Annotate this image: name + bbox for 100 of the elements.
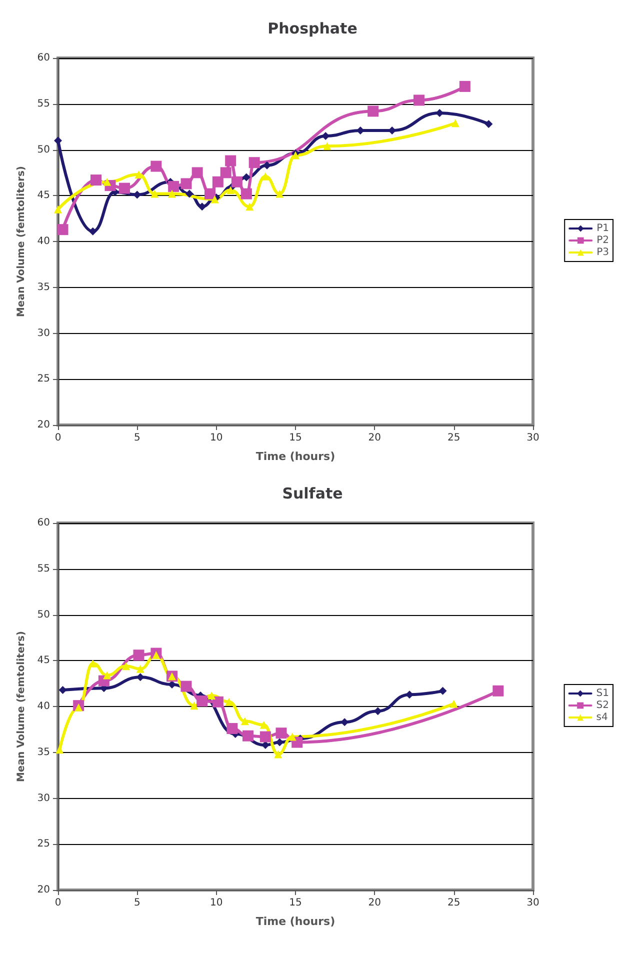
legend-label: s4 [596,712,608,723]
x-axis-title: Time (hours) [256,450,336,463]
y-tick-label: 35 [37,746,50,758]
y-tick-label: 30 [37,792,50,804]
y-tick-label: 45 [37,655,50,666]
point [246,202,254,211]
point [492,685,504,696]
point [168,180,180,192]
point [180,680,192,692]
point [323,142,332,150]
point [484,120,493,128]
legend-label: P3 [596,247,610,258]
point [133,650,144,661]
point [220,167,232,178]
point [103,671,112,680]
point [226,186,235,194]
point [204,188,216,200]
point [276,728,287,739]
point [368,106,379,117]
point [288,732,296,741]
y-axis-title: Mean Volume (femtoliters) [16,630,27,782]
point [136,664,144,673]
point [248,157,260,168]
point [451,119,460,128]
y-tick-label: 20 [37,884,50,896]
point [150,160,162,172]
y-tick-label: 25 [37,838,50,850]
y-tick-label: 60 [37,52,50,64]
point [225,698,233,706]
x-tick-label: 0 [54,432,62,444]
point [90,174,102,186]
point [231,176,242,188]
point [414,94,424,106]
point [263,161,271,170]
x-tick-label: 15 [289,432,302,444]
x-tick-label: 5 [134,898,140,908]
y-tick-label: 25 [37,374,50,385]
y-tick-label: 40 [37,701,50,712]
point [192,167,203,178]
y-tick-label: 45 [37,190,50,202]
chart-title: Phosphate [268,20,358,38]
x-tick-label: 10 [210,898,223,908]
y-tick-label: 20 [37,420,50,430]
point [242,173,250,182]
point [57,224,68,236]
y-tick-label: 55 [37,98,50,110]
y-tick-label: 50 [37,144,50,156]
point [190,702,198,710]
point [168,190,176,198]
chart-title: Sulfate [282,484,343,502]
point [196,695,208,706]
point [274,750,282,758]
y-tick-label: 30 [37,328,50,339]
point [54,136,62,145]
y-tick-label: 35 [37,282,50,293]
legend-label: S1 [596,688,610,699]
point [74,703,83,712]
point [54,205,62,214]
y-axis-title: Mean Volume (femtoliters) [16,166,27,318]
x-tick-label: 20 [368,432,382,444]
y-tick-label: 50 [37,609,50,620]
x-tick-label: 0 [54,898,62,908]
x-tick-label: 20 [368,898,382,908]
point [150,190,159,198]
point [226,723,238,734]
x-tick-label: 25 [447,898,460,908]
legend-label: S2 [596,700,610,711]
point [58,686,67,694]
point [225,155,236,166]
point [450,700,458,708]
point [119,182,130,194]
x-tick-label: 5 [134,432,140,444]
y-tick-label: 60 [37,518,50,528]
point [122,662,130,670]
point [212,696,224,708]
point [208,691,216,700]
point [276,190,284,198]
x-axis-title: Time (hours) [256,915,336,928]
point [406,690,414,699]
y-tick-label: 55 [37,563,50,574]
x-tick-label: 10 [210,432,223,444]
point [260,731,271,742]
point [180,178,192,190]
x-tick-label: 25 [447,432,460,444]
point [242,730,254,742]
point [459,80,470,92]
x-tick-label: 30 [526,898,540,908]
legend-label: P1 [596,223,610,234]
point [240,188,252,200]
point [185,190,194,198]
point [212,176,224,188]
x-tick-label: 30 [526,432,540,444]
point [134,170,143,179]
point [198,202,206,211]
point [152,651,160,660]
point [88,227,97,236]
legend-label: P2 [596,235,610,246]
point [438,686,447,695]
point [103,178,112,186]
x-tick-label: 15 [289,898,302,908]
